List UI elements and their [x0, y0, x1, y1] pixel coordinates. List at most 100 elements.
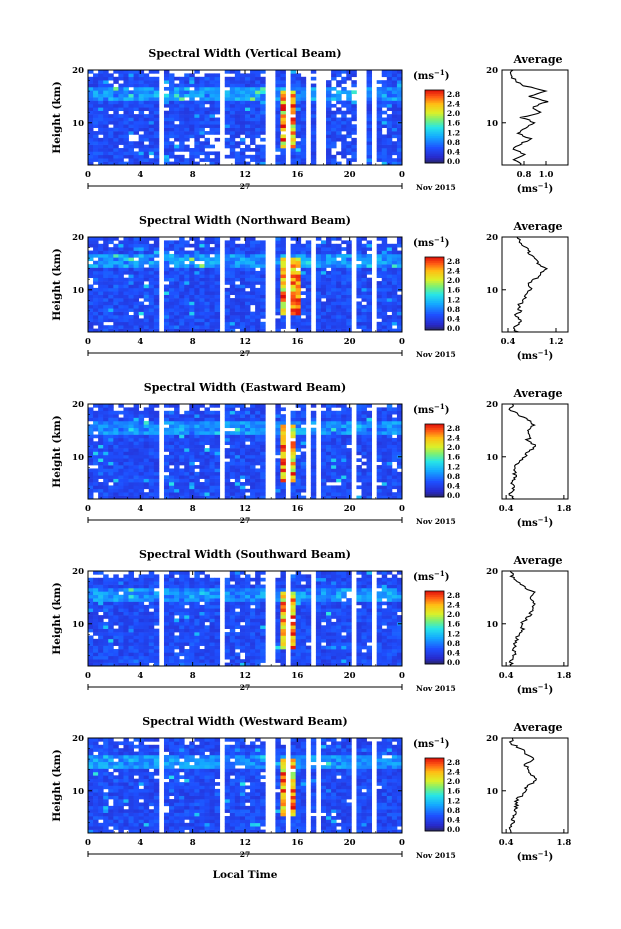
heatmap-cell — [199, 482, 205, 486]
heatmap-cell — [194, 80, 200, 84]
heatmap-cell — [386, 461, 393, 466]
heatmap-cell — [194, 414, 200, 418]
heatmap-cell — [224, 318, 231, 323]
heatmap-cell — [326, 328, 332, 333]
heatmap-cell — [133, 458, 140, 462]
heatmap-cell — [113, 298, 119, 302]
heatmap-cell — [331, 298, 337, 302]
heatmap-cell — [320, 247, 327, 251]
heatmap-cell — [143, 485, 150, 490]
heatmap-cell — [138, 284, 145, 289]
heatmap-cell — [189, 444, 195, 449]
heatmap-cell — [133, 107, 140, 112]
heatmap-cell — [209, 117, 216, 122]
heatmap-cell — [224, 103, 231, 108]
heatmap-cell — [103, 441, 109, 446]
heatmap-cell — [341, 114, 347, 118]
heatmap-cell — [310, 83, 317, 88]
heatmap-cell — [361, 253, 367, 258]
heatmap-cell — [275, 465, 281, 469]
heatmap-cell — [300, 127, 307, 132]
heatmap-cell — [98, 587, 104, 592]
heatmap-cell — [386, 260, 393, 265]
heatmap-cell — [169, 424, 175, 429]
heatmap-cell — [250, 137, 256, 142]
heatmap-cell — [341, 76, 347, 81]
heatmap-cell — [234, 437, 241, 442]
heatmap-cell — [133, 642, 140, 646]
heatmap-cell — [189, 264, 195, 268]
heatmap-cell — [224, 80, 231, 84]
heatmap-cell — [351, 90, 357, 95]
heatmap-cell — [199, 90, 205, 95]
heatmap-cell — [214, 468, 221, 473]
heatmap-cell — [88, 243, 94, 248]
heatmap-cell — [204, 427, 210, 432]
colorbar-step — [425, 286, 444, 289]
heatmap-cell — [214, 237, 221, 241]
heatmap-cell — [133, 431, 140, 435]
heatmap-cell — [98, 148, 104, 152]
heatmap-cell — [189, 76, 195, 81]
heatmap-cell — [260, 264, 266, 268]
heatmap-cell — [163, 304, 170, 309]
heatmap-cell — [346, 100, 352, 105]
heatmap-cell — [103, 154, 109, 159]
heatmap-cell — [300, 444, 307, 449]
colorbar-step — [425, 326, 444, 329]
colorbar-step — [425, 438, 444, 441]
heatmap-cell — [174, 301, 180, 306]
heatmap-cell — [93, 328, 99, 333]
heatmap-cell — [143, 250, 150, 255]
heatmap-cell — [351, 137, 357, 142]
heatmap-cell — [148, 97, 155, 101]
heatmap-cell — [336, 298, 342, 302]
heatmap-cell — [310, 93, 317, 98]
heatmap-cell — [118, 642, 124, 646]
heatmap-cell — [118, 281, 124, 285]
heatmap-cell — [98, 437, 104, 442]
heatmap-cell — [174, 93, 180, 98]
heatmap-cell — [280, 260, 286, 265]
heatmap-cell — [366, 93, 373, 98]
heatmap-cell — [153, 577, 160, 582]
heatmap-cell — [98, 427, 104, 432]
heatmap-cell — [93, 274, 99, 279]
heatmap-cell — [163, 587, 170, 592]
heatmap-cell — [336, 97, 342, 101]
heatmap-cell — [163, 284, 170, 289]
heatmap-cell — [113, 70, 119, 74]
heatmap-cell — [381, 291, 388, 295]
heatmap-cell — [128, 277, 134, 282]
heatmap-cell — [234, 308, 241, 312]
heatmap-cell — [169, 134, 175, 139]
colorbar-step — [425, 130, 444, 133]
heatmap-cell — [234, 495, 241, 500]
heatmap-cell — [103, 437, 109, 442]
heatmap-cell — [391, 120, 398, 125]
heatmap-cell — [128, 281, 134, 285]
heatmap-cell — [260, 240, 266, 245]
heatmap-cell — [275, 253, 281, 258]
heatmap-cell — [128, 458, 134, 462]
heatmap-cell — [184, 291, 190, 295]
heatmap-cell — [194, 76, 200, 81]
heatmap-cell — [214, 461, 221, 466]
heatmap-cell — [245, 461, 251, 466]
heatmap-cell — [148, 618, 155, 623]
heatmap-cell — [260, 434, 266, 439]
heatmap-cell — [376, 451, 383, 456]
heatmap-cell — [138, 80, 145, 84]
heatmap-cell — [300, 407, 307, 412]
colorbar-step — [425, 465, 444, 469]
heatmap-cell — [128, 468, 134, 473]
heatmap-cell — [300, 264, 307, 268]
heatmap-cell — [209, 158, 216, 162]
heatmap-cell — [386, 492, 393, 496]
heatmap-cell — [88, 414, 94, 418]
heatmap-cell — [199, 298, 205, 302]
heatmap-cell — [234, 431, 241, 435]
heatmap-cell — [255, 270, 261, 275]
heatmap-cell — [224, 141, 231, 145]
heatmap-cell — [169, 434, 175, 439]
